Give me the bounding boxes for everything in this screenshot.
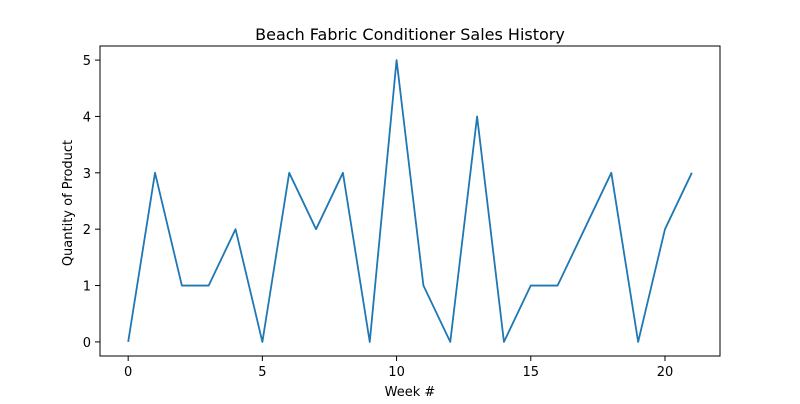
data-point (556, 284, 558, 286)
plot-frame (99, 45, 721, 357)
x-tick-label: 5 (258, 365, 266, 380)
data-point (154, 172, 156, 174)
data-point (234, 228, 236, 230)
data-point (127, 341, 129, 343)
y-tick-label: 5 (83, 54, 91, 69)
y-tick-label: 0 (83, 336, 91, 351)
data-point (503, 341, 505, 343)
y-tick-label: 2 (83, 223, 91, 238)
x-tick-label: 20 (657, 365, 674, 380)
data-point (664, 228, 666, 230)
data-point (449, 341, 451, 343)
data-point (583, 228, 585, 230)
x-tick-label: 10 (388, 365, 405, 380)
plot-area: 0 5 10 15 20 0 1 2 3 4 5 (83, 45, 721, 380)
data-point (476, 115, 478, 117)
data-point (530, 284, 532, 286)
y-axis-label: Quantity of Product (61, 140, 76, 266)
data-point (288, 172, 290, 174)
data-point (369, 341, 371, 343)
data-point (261, 341, 263, 343)
x-axis-label: Week # (385, 385, 436, 400)
data-point (691, 172, 693, 174)
y-tick-label: 4 (83, 110, 91, 125)
data-point (208, 284, 210, 286)
data-point (610, 172, 612, 174)
x-tick-label: 15 (523, 365, 540, 380)
series-line-0 (127, 59, 693, 343)
x-tick-label: 0 (124, 365, 132, 380)
y-tick-label: 1 (83, 280, 91, 295)
data-point (181, 284, 183, 286)
data-point (395, 59, 397, 61)
data-point (342, 172, 344, 174)
data-point (422, 284, 424, 286)
data-point (637, 341, 639, 343)
data-point (315, 228, 317, 230)
chart-title: Beach Fabric Conditioner Sales History (255, 25, 565, 44)
y-tick-label: 3 (83, 167, 91, 182)
